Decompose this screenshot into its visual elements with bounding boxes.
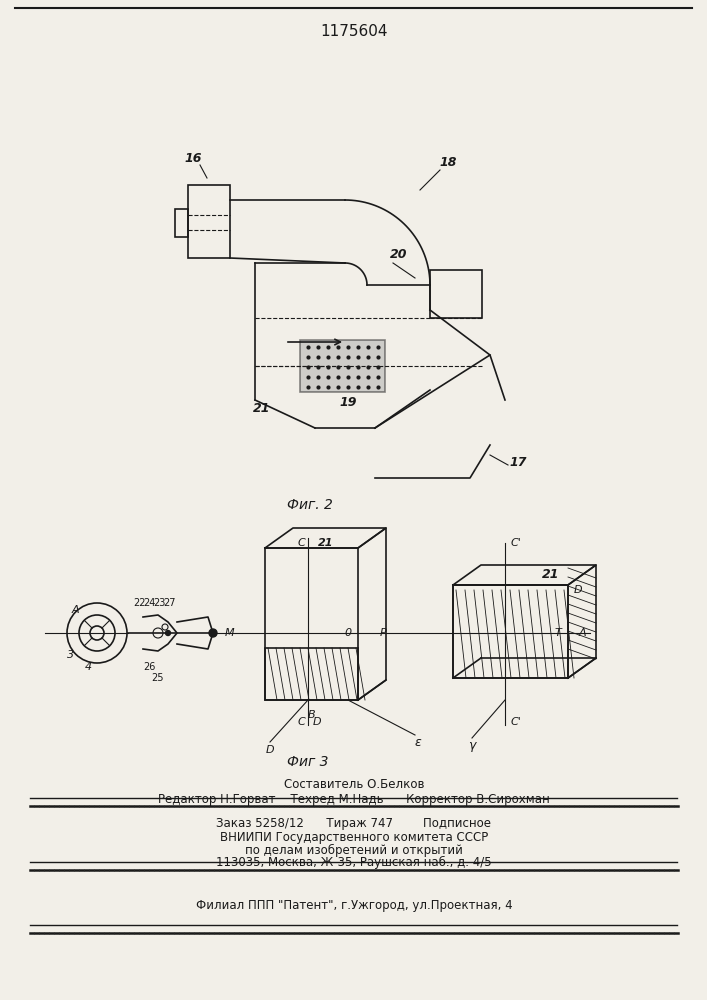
Bar [453,585,568,678]
Text: B: B [308,710,315,720]
Text: D: D [313,717,322,727]
Text: A: A [71,605,78,615]
Text: 27: 27 [163,598,175,608]
Text: 21: 21 [253,401,271,414]
Text: 26: 26 [143,662,156,672]
Text: A: A [578,628,586,638]
Text: 17: 17 [509,456,527,468]
Text: C': C' [511,717,522,727]
Text: Фиг 3: Фиг 3 [287,755,329,769]
Text: 3: 3 [67,650,74,660]
Bar [300,340,385,392]
Bar [453,585,568,678]
Bar [188,185,230,258]
Bar [430,270,482,318]
Text: Фиг. 2: Фиг. 2 [287,498,333,512]
Text: Филиал ППП "Патент", г.Ужгород, ул.Проектная, 4: Филиал ППП "Патент", г.Ужгород, ул.Проек… [196,898,513,912]
Text: C: C [297,538,305,548]
Text: Редактор Н.Горват    Техред М.Надь      Корректор В.Сирохман: Редактор Н.Горват Техред М.Надь Корректо… [158,794,550,806]
Text: 1175604: 1175604 [320,24,387,39]
Text: 16: 16 [185,151,201,164]
Text: T: T [554,628,561,638]
Circle shape [209,629,217,637]
Bar [265,548,358,700]
Bar [265,648,358,700]
Text: 21: 21 [318,538,334,548]
Text: по делам изобретений и открытий: по делам изобретений и открытий [245,843,463,857]
Text: 21: 21 [542,568,559,580]
Text: 113035, Москва, Ж-35, Раушская наб., д. 4/5: 113035, Москва, Ж-35, Раушская наб., д. … [216,855,492,869]
Bar [175,209,188,237]
Text: C': C' [511,538,522,548]
Text: ε: ε [414,736,421,748]
Text: D: D [573,585,583,595]
Text: 4: 4 [84,662,92,672]
Text: 24: 24 [143,598,156,608]
Text: 0: 0 [344,628,351,638]
Circle shape [165,631,170,636]
Text: 20: 20 [390,248,407,261]
Text: ВНИИПИ Государственного комитета СССР: ВНИИПИ Государственного комитета СССР [220,832,488,844]
Text: 23: 23 [153,598,165,608]
Text: Заказ 5258/12      Тираж 747        Подписное: Заказ 5258/12 Тираж 747 Подписное [216,818,491,830]
Text: Составитель О.Белков: Составитель О.Белков [284,778,424,792]
Text: 25: 25 [152,673,164,683]
Text: γ: γ [468,738,476,752]
Text: M: M [226,628,235,638]
Text: C: C [297,717,305,727]
Text: 18: 18 [439,156,457,169]
Text: D: D [266,745,274,755]
Text: 22: 22 [133,598,145,608]
Text: 19: 19 [339,395,357,408]
Text: P: P [380,628,386,638]
